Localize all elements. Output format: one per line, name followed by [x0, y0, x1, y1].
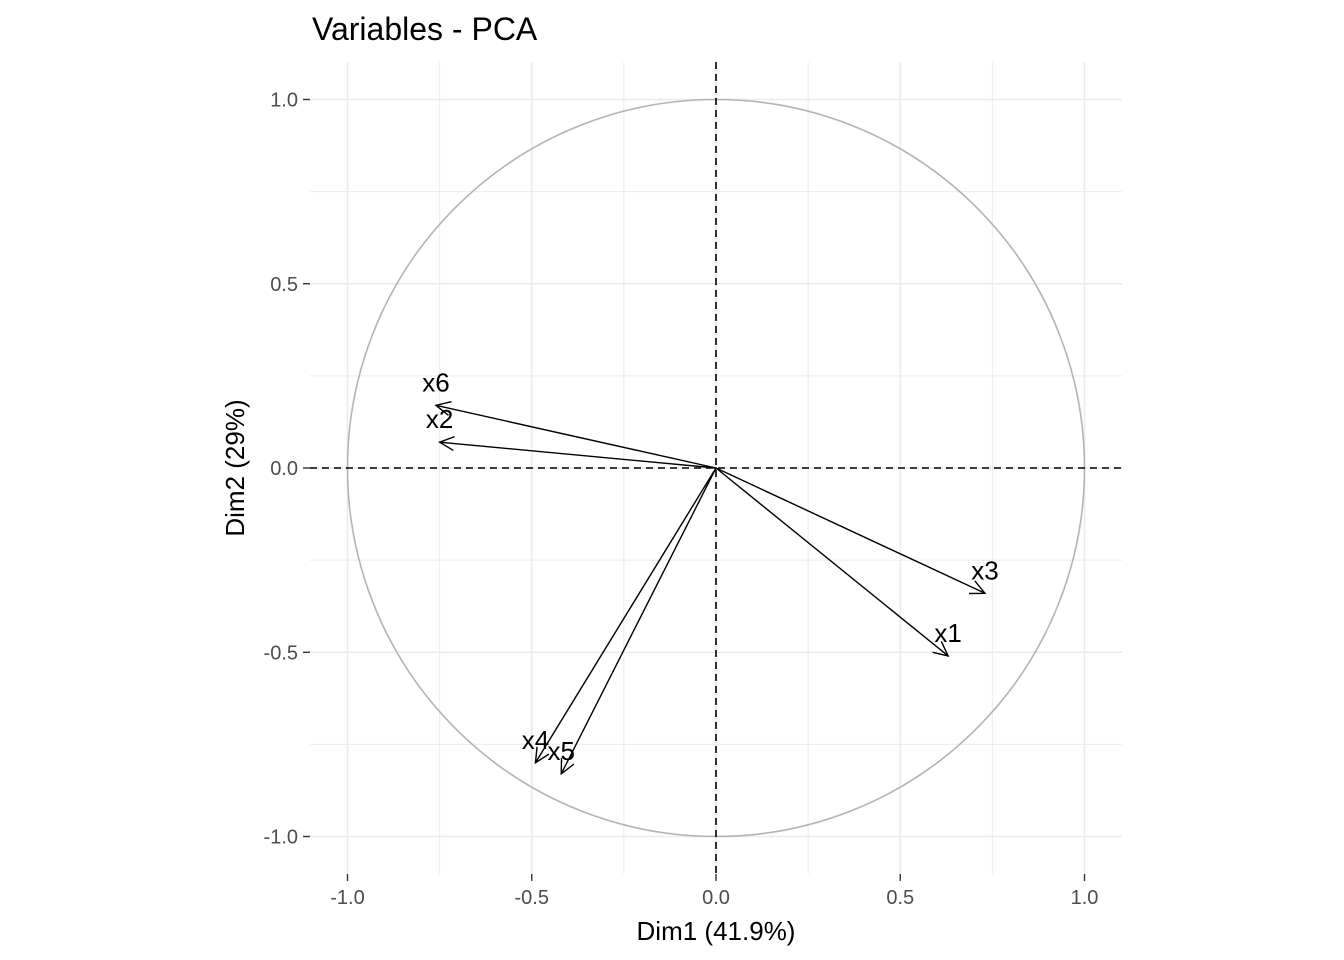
x-tick-label: 0.0	[702, 887, 730, 909]
x-tick-label: 1.0	[1071, 887, 1099, 909]
variable-arrow-x2: x2	[426, 404, 717, 469]
arrow-head	[932, 641, 950, 657]
y-tick-label: 0.5	[270, 274, 298, 296]
arrow-shaft	[715, 467, 949, 657]
y-axis-title: Dim2 (29%)	[220, 399, 250, 536]
y-tick-label: 0.0	[270, 458, 298, 480]
variable-label-x4: x4	[522, 725, 549, 755]
arrow-shaft	[439, 441, 717, 469]
chart-title: Variables - PCA	[312, 11, 538, 47]
axis-ticks: -1.0 -0.5 0.0 0.5 1.0 -1.0 -0.5 0.0 0.5 1.0	[264, 90, 1099, 910]
y-tick-label: 1.0	[270, 90, 298, 112]
x-tick-label: -1.0	[330, 887, 364, 909]
arrow-head	[560, 757, 575, 776]
variable-label-x2: x2	[426, 404, 453, 434]
arrow-shaft	[435, 404, 717, 469]
x-axis-title: Dim1 (41.9%)	[637, 916, 796, 946]
y-tick-label: -1.0	[264, 827, 298, 849]
arrow-head	[434, 401, 452, 416]
variable-arrow-x4: x4	[522, 467, 717, 765]
arrow-head	[438, 435, 455, 452]
arrow-shaft	[560, 467, 717, 775]
variable-arrow-x1: x1	[715, 467, 962, 657]
variable-label-x6: x6	[422, 367, 449, 397]
arrow-shaft	[715, 467, 986, 594]
variable-arrow-x5: x5	[547, 467, 717, 776]
x-tick-label: 0.5	[886, 887, 914, 909]
arrow-head	[534, 746, 550, 765]
arrow-shaft	[534, 467, 717, 764]
variable-label-x1: x1	[934, 618, 961, 648]
arrow-head	[968, 580, 987, 595]
variable-label-x5: x5	[547, 736, 574, 766]
reference-lines	[310, 62, 1122, 874]
variable-label-x3: x3	[971, 555, 998, 585]
variable-arrow-x3: x3	[715, 467, 999, 595]
x-tick-label: -0.5	[515, 887, 549, 909]
y-tick-label: -0.5	[264, 642, 298, 664]
variable-arrow-x6: x6	[422, 367, 717, 469]
